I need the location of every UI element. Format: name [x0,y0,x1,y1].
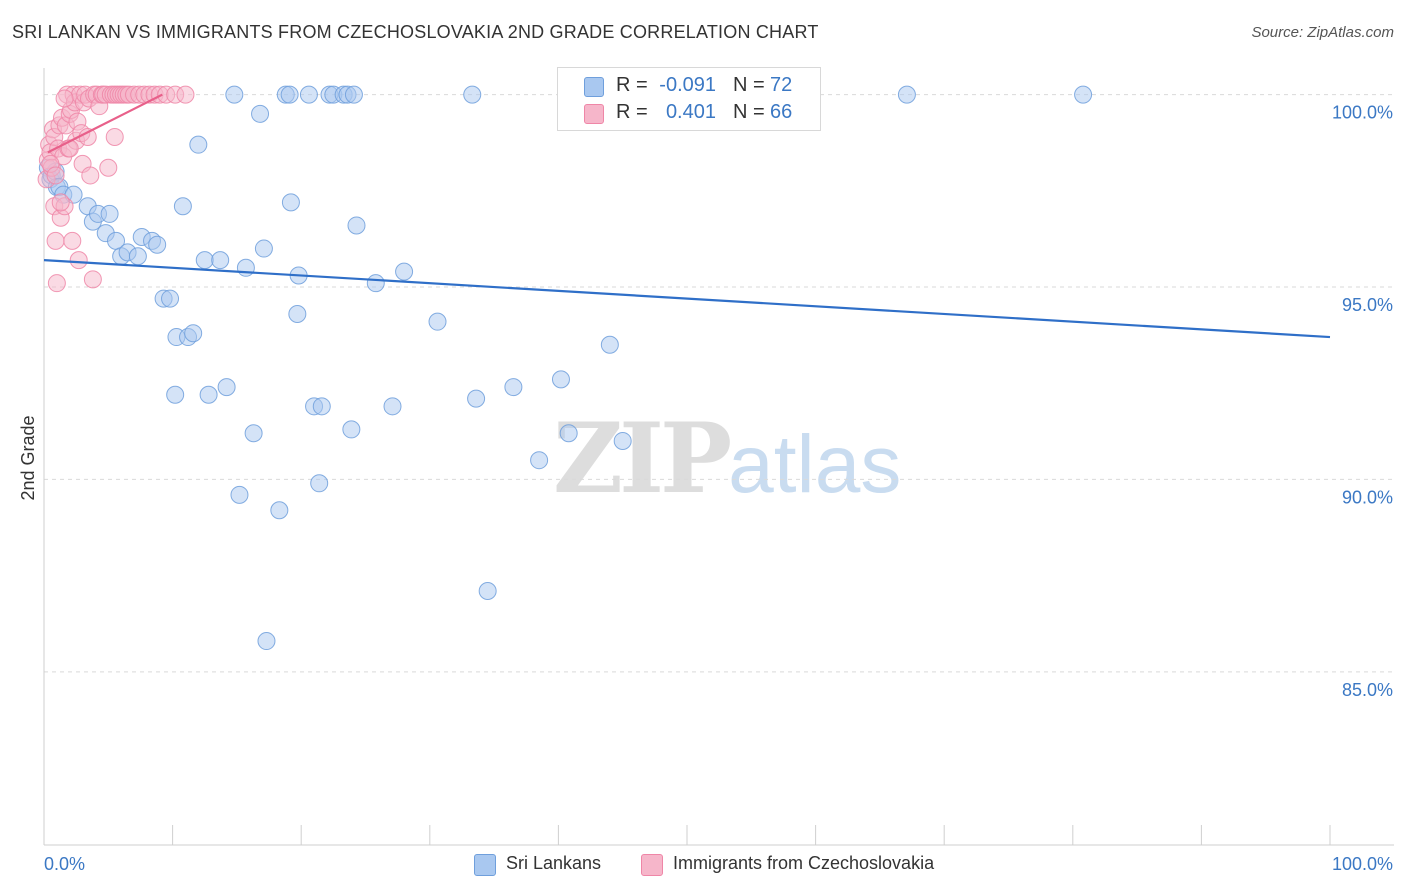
blue-data-point [270,501,289,520]
blue-data-point [217,378,236,397]
pink-data-point [78,127,97,146]
blue-data-point [281,193,300,212]
blue-data-point [211,251,230,270]
blue-data-point [244,424,263,443]
legend-r-value-pink: 0.401 [665,101,716,123]
legend-n-label: N = [733,101,765,123]
pink-data-point [176,85,195,104]
pink-data-point [63,231,82,250]
blue-data-point [100,204,119,223]
watermark-zip: ZIP [553,402,732,515]
bottom-legend-swatch-pink [641,854,663,876]
y-tick-label: 95.0% [1342,295,1393,315]
pink-data-point [55,89,74,108]
blue-data-point [383,397,402,416]
blue-data-point [280,85,299,104]
blue-data-point [344,85,363,104]
blue-data-point [613,431,632,450]
legend-r-label: R = [616,74,648,96]
blue-data-point [428,312,447,331]
blue-data-point [600,335,619,354]
blue-data-point [230,485,249,504]
y-axis-label: 2nd Grade [18,415,38,500]
blue-data-point [559,424,578,443]
blue-data-point [395,262,414,281]
blue-data-point [199,385,218,404]
pink-data-point [51,193,70,212]
blue-data-point [184,324,203,343]
blue-data-point [148,235,167,254]
blue-data-point [366,274,385,293]
blue-data-point [467,389,486,408]
blue-data-point [195,251,214,270]
bottom-legend-swatch-blue [474,854,496,876]
blue-data-point [897,85,916,104]
pink-trend-line [47,93,163,154]
blue-data-point [312,397,331,416]
blue-data-point [161,289,180,308]
blue-data-point [173,197,192,216]
legend-swatch-pink [584,104,604,124]
blue-data-point [347,216,366,235]
blue-data-point [463,85,482,104]
blue-data-point [251,104,270,123]
blue-data-point [236,258,255,277]
blue-data-point [310,474,329,493]
pink-data-point [83,270,102,289]
bottom-legend-label-blue: Sri Lankans [506,853,602,873]
blue-data-point [254,239,273,258]
blue-trend-line [43,259,1331,339]
y-tick-label: 85.0% [1342,680,1393,700]
blue-data-point [225,85,244,104]
pink-data-point [99,158,118,177]
blue-data-point [504,378,523,397]
blue-data-point [530,451,549,470]
blue-data-point [299,85,318,104]
stats-legend: R = -0.091 N = 72 R = 0.401 N = 66 [557,67,821,131]
y-tick-label: 90.0% [1342,487,1393,507]
legend-n-value-blue: 72 [770,74,793,96]
y-tick-label: 100.0% [1332,103,1393,123]
blue-data-point [551,370,570,389]
pink-data-point [46,166,65,185]
watermark: ZIPatlas [553,402,901,515]
blue-data-point [257,632,276,651]
blue-data-point [342,420,361,439]
pink-data-point [81,166,100,185]
pink-data-point [105,127,124,146]
chart-title: SRI LANKAN VS IMMIGRANTS FROM CZECHOSLOV… [12,22,819,42]
blue-data-point [1074,85,1093,104]
legend-r-label: R = [616,101,648,123]
blue-data-point [288,304,307,323]
watermark-atlas: atlas [728,419,902,510]
source-label: Source: ZipAtlas.com [1251,24,1394,41]
bottom-legend-label-pink: Immigrants from Czechoslovakia [673,853,935,873]
blue-data-point [478,582,497,601]
pink-data-point [46,231,65,250]
x-tick-label: 100.0% [1332,854,1393,874]
legend-n-label: N = [733,74,765,96]
legend-swatch-blue [584,77,604,97]
x-tick-label: 0.0% [44,854,85,874]
blue-data-point [166,385,185,404]
legend-n-value-pink: 66 [770,101,793,123]
pink-data-point [47,274,66,293]
blue-data-point [128,247,147,266]
pink-data-point [69,251,88,270]
legend-r-value-blue: -0.091 [659,74,716,96]
blue-data-point [189,135,208,154]
